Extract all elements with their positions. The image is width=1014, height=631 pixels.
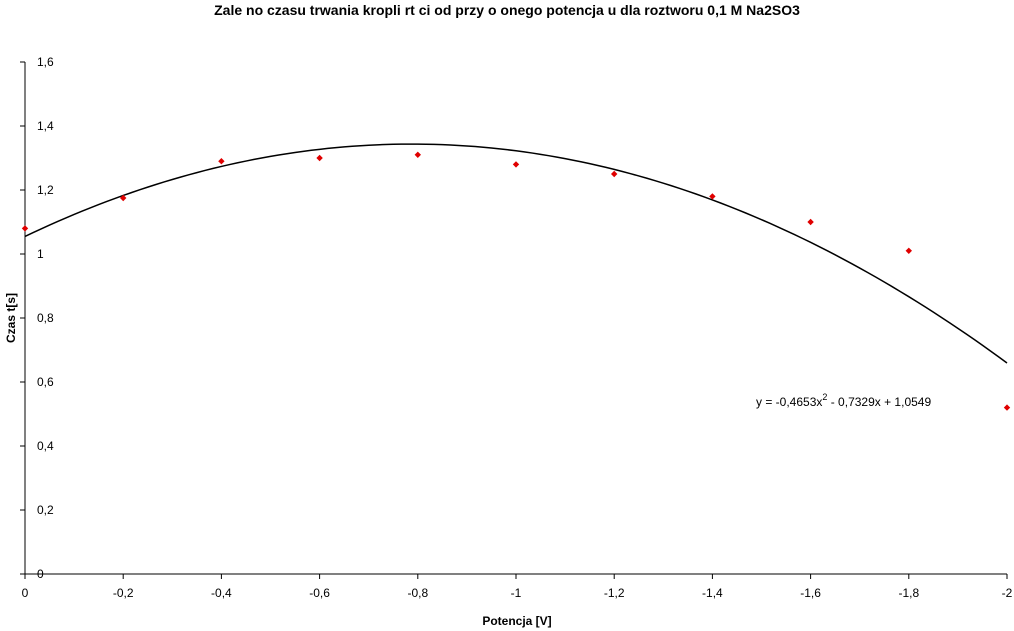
y-tick-label: 1,6 — [37, 55, 54, 69]
x-tick-label: -0,4 — [211, 586, 232, 600]
y-tick-label: 0,4 — [37, 439, 54, 453]
x-tick-label: -1 — [511, 586, 522, 600]
y-tick-label: 1 — [37, 247, 44, 261]
data-point — [512, 161, 520, 168]
y-tick-label: 0,2 — [37, 503, 54, 517]
trendline — [24, 143, 1008, 364]
data-point — [316, 154, 323, 162]
x-tick-label: -1,2 — [604, 586, 625, 600]
data-point — [218, 158, 225, 165]
y-tick-label: 1,2 — [37, 183, 54, 197]
y-tick-label: 0 — [37, 567, 44, 581]
x-tick-label: -1,8 — [898, 586, 919, 600]
data-point — [709, 193, 716, 200]
y-tick-label: 1,4 — [37, 119, 54, 133]
data-point — [414, 151, 421, 158]
tick-labels: 0 -0,2 -0,4 -0,6 -0,8 -1 -1,2 -1,4 -1,6 -1,8 -2 0 0,… — [22, 55, 1013, 600]
data-point — [807, 218, 814, 226]
x-tick-label: -0,8 — [407, 586, 428, 600]
y-tick-label: 0,8 — [37, 311, 54, 325]
data-point — [1003, 404, 1011, 411]
x-tick-label: -1,4 — [702, 586, 723, 600]
y-axis-label: Czas t[s] — [4, 293, 18, 343]
x-tick-label: -1,6 — [800, 586, 821, 600]
chart-title: Zale no czasu trwania kropli rt ci od pr… — [214, 2, 800, 18]
trendline-group — [24, 143, 1008, 364]
data-point — [120, 194, 127, 202]
x-axis-label: Potencja [V] — [482, 614, 551, 628]
data-point — [905, 247, 912, 254]
data-points — [21, 151, 1011, 411]
x-tick-label: -0,6 — [309, 586, 330, 600]
y-tick-label: 0,6 — [37, 375, 54, 389]
x-tick-label: -0,2 — [113, 586, 134, 600]
data-point — [611, 170, 618, 178]
data-point — [21, 225, 29, 232]
axes — [20, 61, 1008, 579]
x-tick-label: 0 — [22, 586, 29, 600]
x-tick-label: -2 — [1002, 586, 1013, 600]
trendline-equation: y = -0,4653x2 - 0,7329x + 1,0549 — [756, 392, 931, 409]
